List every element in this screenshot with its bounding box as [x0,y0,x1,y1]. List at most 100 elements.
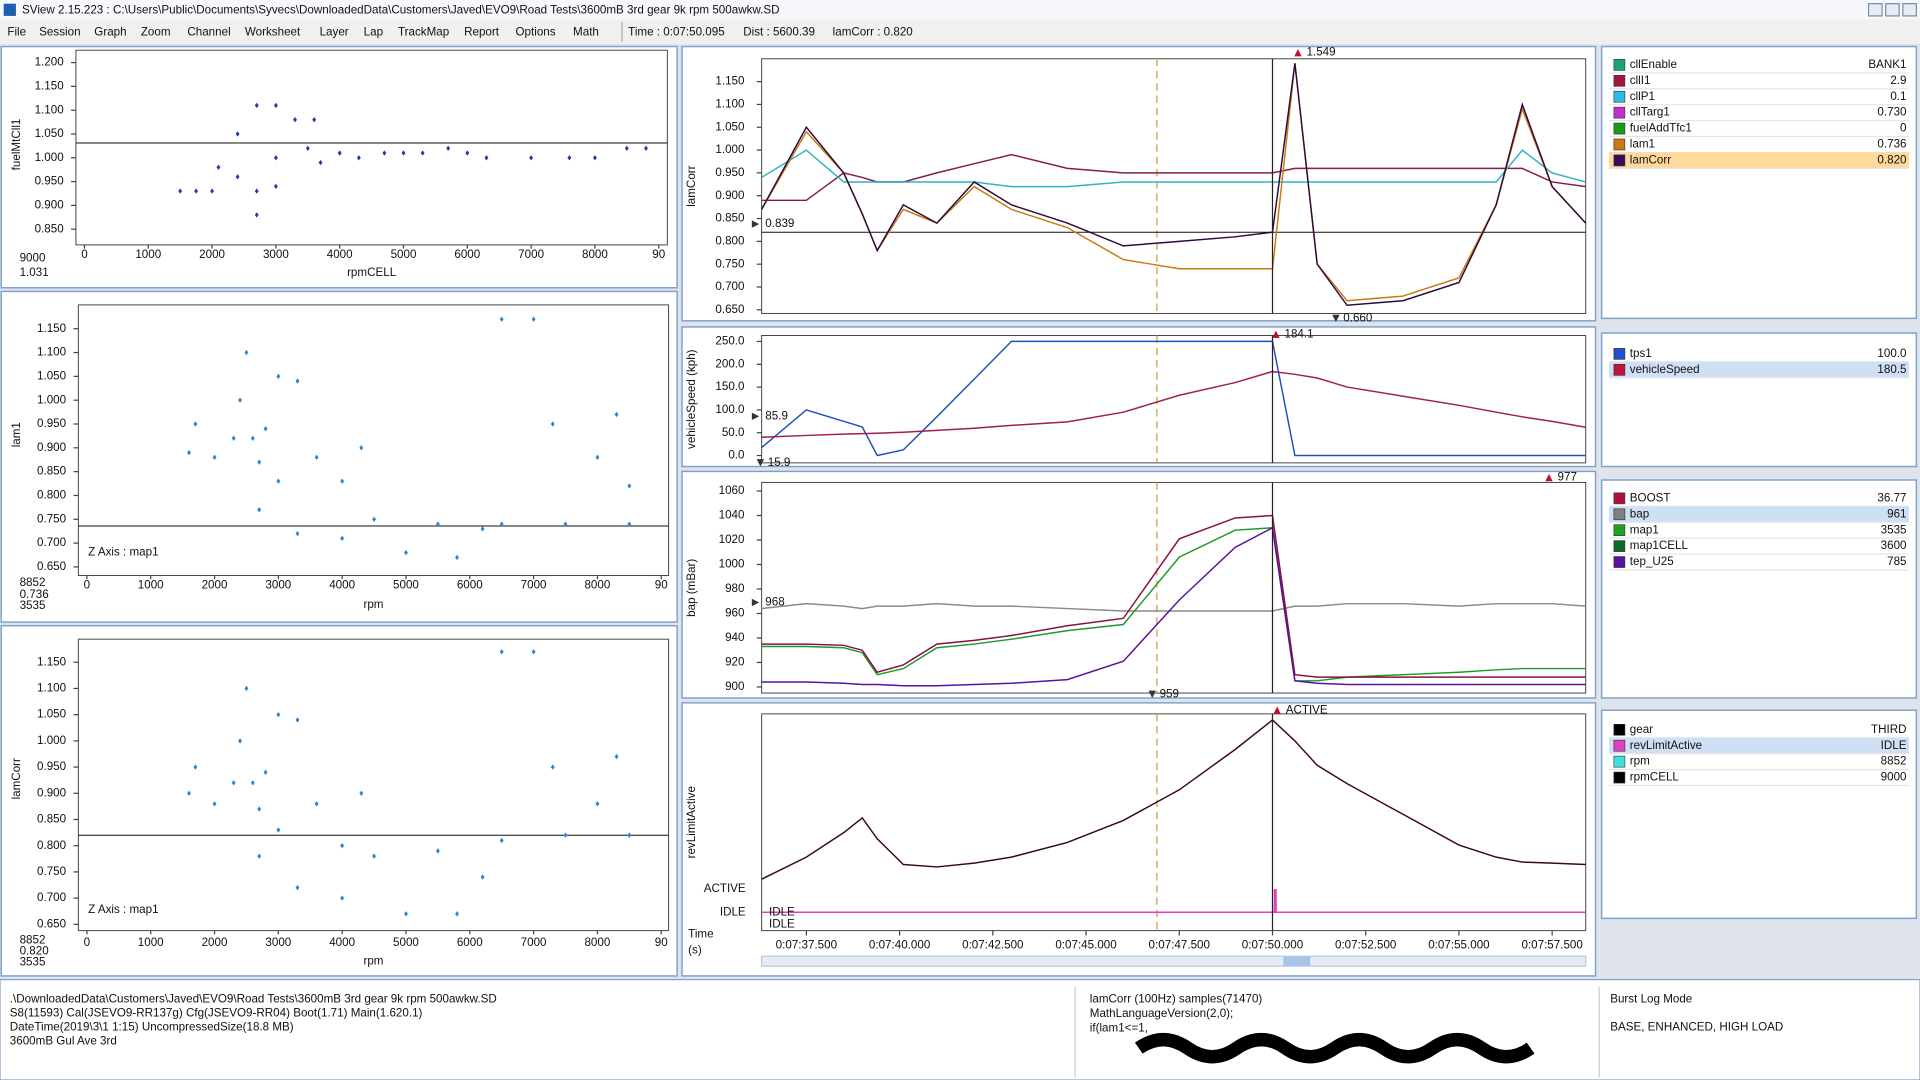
y-axis-label: bap (mBar) [685,559,698,617]
y-tick-label: 50.0 [722,426,745,439]
scatter-point [216,164,221,170]
mode-value: BASE, ENHANCED, HIGH LOAD [1610,1020,1783,1033]
minimize-button[interactable] [1867,3,1883,17]
channel-name[interactable]: fuelAddTfc1 [1630,122,1692,135]
menu-item[interactable]: Options [516,26,556,39]
menu-item[interactable]: Worksheet [245,26,301,39]
series-line [761,514,1586,678]
scatter-point [244,349,249,356]
channel-name[interactable]: lamCorr [1630,153,1671,166]
channel-name[interactable]: map1CELL [1630,539,1689,552]
scatter-point [257,806,262,812]
y-tick-label: 1060 [719,484,745,497]
channel-name[interactable]: rpm [1630,755,1650,768]
channel-value: 785 [1887,555,1906,568]
scatter-point [627,483,632,489]
x-tick-label: 2000 [202,936,228,949]
y-tick-label: 1.000 [37,734,67,747]
menu-item[interactable]: Session [39,26,80,39]
series-line [761,149,1586,188]
scatter-point [231,435,236,441]
x-tick-label: 5000 [391,248,417,261]
file-info: S8(11593) Cal(JSEVO9-RR137g) Cfg(JSEVO9-… [10,1006,423,1019]
bottom-label: IDLE [769,905,795,918]
channel-name[interactable]: BOOST [1630,491,1671,504]
y-tick-label: 150.0 [715,380,745,393]
x-tick-label: 0 [81,248,88,261]
x-tick-label: 3000 [265,936,291,949]
channel-name[interactable]: bap [1630,507,1649,520]
math-line: MathLanguageVersion(2,0); [1090,1007,1233,1020]
x-tick-label: 0:07:52.500 [1335,938,1397,951]
channel-name[interactable]: rpmCELL [1630,771,1680,784]
channel-name[interactable]: cllEnable [1630,58,1677,71]
y-tick-label: 900 [725,680,745,693]
channel-swatch [1613,138,1626,151]
menu-item[interactable]: Graph [94,26,126,39]
channel-name[interactable]: gear [1630,723,1653,736]
channel-name[interactable]: cllTarg1 [1630,106,1670,119]
status-item: Dist : 5600.39 [743,26,815,39]
channel-swatch [1613,492,1626,505]
scatter-point [359,790,364,796]
menu-item[interactable]: Report [464,26,500,39]
plot-area [75,49,668,246]
redaction [1134,1032,1535,1064]
channel-swatch [1613,755,1626,768]
y-axis-label: revLimitActive [685,786,698,858]
scrollbar-thumb[interactable] [1283,956,1311,967]
menu-item[interactable]: TrackMap [398,26,449,39]
scatter-point [273,155,278,161]
channel-name[interactable]: revLimitActive [1630,739,1702,752]
y-tick-label: 0.800 [37,839,67,852]
scatter-point [614,753,619,760]
menu-item[interactable]: Layer [320,26,349,39]
channel-name[interactable]: vehicleSpeed [1630,363,1700,376]
menu-item[interactable]: Math [573,26,599,39]
channel-name[interactable]: map1 [1630,523,1659,536]
x-tick-label: 0:07:55.000 [1428,938,1490,951]
maximize-button[interactable] [1885,3,1900,17]
channel-value: 2.9 [1890,74,1906,87]
x-tick-label: 5000 [393,578,419,591]
scatter-point [499,837,504,844]
menu-item[interactable]: Zoom [141,26,171,39]
channel-swatch [1613,363,1626,376]
x-tick-label: 0:07:47.500 [1149,938,1211,951]
scrollbar[interactable] [761,955,1587,967]
menu-item[interactable]: File [7,26,26,39]
y-tick-label: 0.750 [37,512,67,525]
channel-name[interactable]: cllI1 [1630,74,1651,87]
channel-name[interactable]: cllP1 [1630,90,1655,103]
x-tick-label: 1000 [138,936,164,949]
channel-value: 36.77 [1877,491,1906,504]
scatter-point [644,145,648,151]
x-tick-label: 8000 [582,248,608,261]
channel-name[interactable]: lam1 [1630,138,1655,151]
y-tick-label: 0.650 [37,560,67,573]
x-tick-label: 90 [655,936,668,949]
side-label: 8852 [20,576,46,589]
x-tick-label: 5000 [393,936,419,949]
menu-item[interactable]: Channel [187,26,230,39]
y-tick-label: 920 [725,656,745,669]
channel-name[interactable]: tep_U25 [1630,555,1674,568]
scatter-point [531,316,536,322]
y-tick-label: 1040 [719,509,745,522]
channel-swatch [1613,59,1626,71]
close-button[interactable] [1902,3,1917,17]
x-tick-label: 2000 [202,578,228,591]
menu-item[interactable]: Lap [364,26,383,39]
channel-swatch [1613,739,1626,752]
bottom-marker: 0.660 [1343,311,1373,324]
scatter-point [340,843,345,849]
scatter-point [624,145,629,151]
channel-name[interactable]: tps1 [1630,347,1652,360]
y-tick-label: 1.150 [35,79,65,92]
y-tick-label: 1.150 [37,655,67,668]
top-marker: 184.1 [1284,327,1313,340]
y-tick-label: 980 [725,582,745,595]
y-tick-label: 0.0 [728,449,745,462]
x-tick-label: 6000 [454,248,480,261]
